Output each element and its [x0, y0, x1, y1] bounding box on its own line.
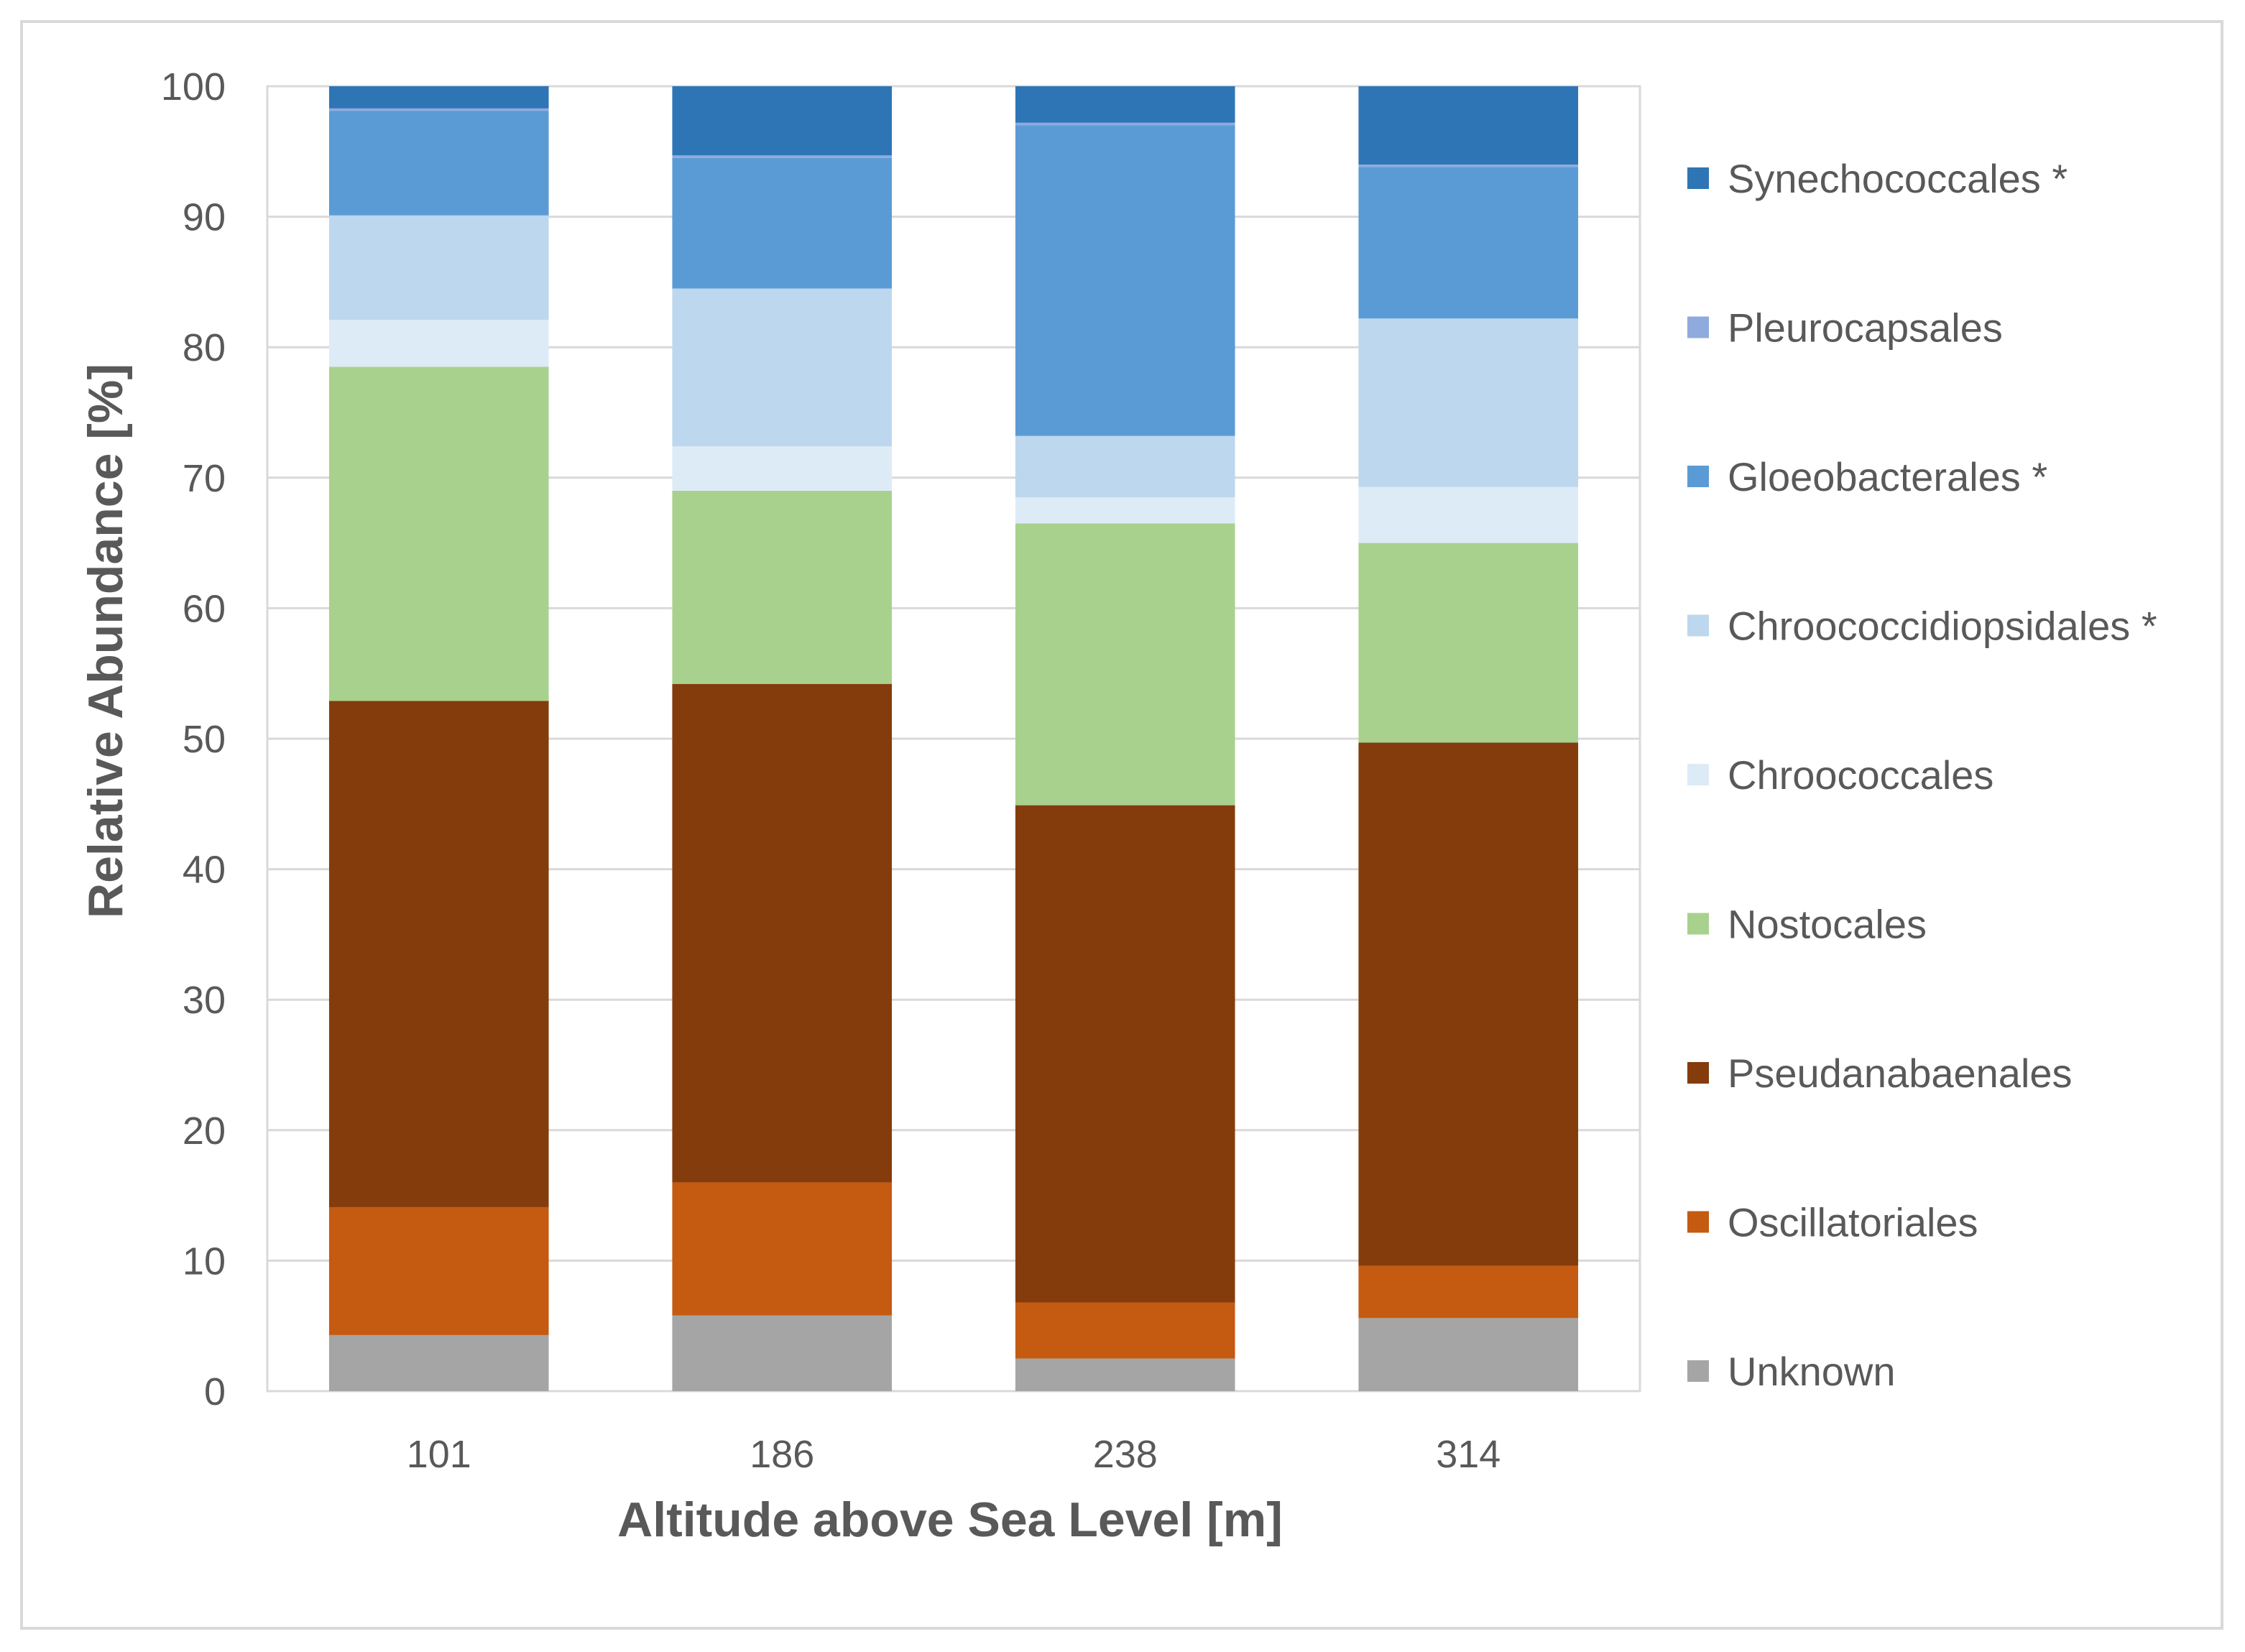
- legend-swatch: [1687, 466, 1709, 487]
- bar-segment-gloeobacterales-238: [1015, 125, 1235, 436]
- bar-segment-oscillatoriales-186: [672, 1182, 893, 1316]
- bar-segment-chroococcidiopsidales-238: [1015, 435, 1235, 498]
- bar-stack-238: [1015, 86, 1235, 1391]
- legend-swatch: [1687, 1062, 1709, 1084]
- legend-swatch: [1687, 764, 1709, 785]
- x-axis-ticks: 101 186 238 314: [407, 1433, 1501, 1476]
- bar-segment-unknown-186: [672, 1315, 893, 1391]
- bar-segment-synechococcales-186: [672, 86, 893, 156]
- bar-segment-unknown-314: [1358, 1318, 1579, 1391]
- legend-swatch: [1687, 1360, 1709, 1382]
- legend-item: Pseudanabaenales: [1687, 1051, 2073, 1096]
- legend-item: Gloeobacterales *: [1687, 454, 2047, 499]
- bar-stack-101: [328, 86, 549, 1391]
- bar-segment-oscillatoriales-238: [1015, 1302, 1235, 1359]
- x-tick-label: 314: [1436, 1433, 1500, 1476]
- bars: [328, 86, 1579, 1391]
- bar-segment-chroococcales-101: [328, 320, 549, 367]
- legend-item: Chroococcidiopsidales *: [1687, 604, 2157, 649]
- legend-label: Pseudanabaenales: [1728, 1051, 2073, 1096]
- bar-segment-synechococcales-238: [1015, 86, 1235, 123]
- legend-swatch: [1687, 316, 1709, 338]
- bar-segment-chroococcidiopsidales-314: [1358, 318, 1579, 487]
- y-tick-label: 10: [183, 1240, 226, 1283]
- plot-area-border: [266, 85, 1641, 1393]
- legend-swatch: [1687, 167, 1709, 189]
- legend-label: Nostocales: [1728, 902, 1927, 947]
- legend-swatch: [1687, 1211, 1709, 1233]
- bar-segment-chroococcidiopsidales-186: [672, 288, 893, 447]
- bar-stack-186: [672, 86, 893, 1391]
- bar-segment-pleurocapsales-314: [1358, 164, 1579, 167]
- legend-swatch: [1687, 913, 1709, 935]
- x-axis-title: Altitude above Sea Level [m]: [617, 1492, 1283, 1547]
- bar-segment-oscillatoriales-101: [328, 1206, 549, 1335]
- bar-segment-gloeobacterales-186: [672, 157, 893, 289]
- x-tick-label: 101: [407, 1433, 471, 1476]
- bar-segment-nostocales-314: [1358, 543, 1579, 743]
- chart-frame: 0 10 20 30 40 50 60 70 80 90 100 101 186 238 314 Rela…: [20, 20, 2223, 1630]
- x-tick-label: 238: [1093, 1433, 1158, 1476]
- y-tick-label: 70: [183, 457, 226, 500]
- bar-segment-pseudanabaenales-314: [1358, 742, 1579, 1266]
- legend-item: Chroococcales: [1687, 752, 1993, 798]
- bar-segment-nostocales-238: [1015, 523, 1235, 806]
- y-tick-label: 100: [161, 65, 226, 109]
- bar-segment-unknown-238: [1015, 1358, 1235, 1391]
- bar-segment-oscillatoriales-314: [1358, 1265, 1579, 1319]
- y-tick-label: 20: [183, 1109, 226, 1153]
- bar-segment-nostocales-101: [328, 366, 549, 701]
- y-tick-label: 50: [183, 718, 226, 761]
- bar-segment-chroococcales-314: [1358, 486, 1579, 543]
- legend-item: Unknown: [1687, 1349, 1895, 1394]
- legend-label: Chroococcales: [1728, 752, 1993, 798]
- bar-segment-pseudanabaenales-238: [1015, 805, 1235, 1303]
- legend-label: Synechococcales *: [1728, 156, 2067, 201]
- x-tick-label: 186: [750, 1433, 814, 1476]
- legend-label: Chroococcidiopsidales *: [1728, 604, 2157, 649]
- legend-item: Pleurocapsales: [1687, 305, 2003, 351]
- bar-segment-gloeobacterales-314: [1358, 167, 1579, 319]
- stacked-bar-chart: 0 10 20 30 40 50 60 70 80 90 100 101 186 238 314 Rela…: [78, 65, 2157, 1547]
- legend-item: Nostocales: [1687, 902, 1927, 947]
- bar-segment-pleurocapsales-238: [1015, 122, 1235, 126]
- y-tick-label: 30: [183, 979, 226, 1022]
- bar-segment-chroococcales-186: [672, 446, 893, 491]
- y-axis-title: Relative Abundance [%]: [78, 364, 133, 918]
- bar-stack-314: [1358, 86, 1579, 1391]
- bar-segment-nostocales-186: [672, 490, 893, 684]
- legend-swatch: [1687, 614, 1709, 637]
- bar-segment-pseudanabaenales-186: [672, 683, 893, 1183]
- y-tick-label: 80: [183, 326, 226, 369]
- y-tick-label: 60: [183, 587, 226, 630]
- bar-segment-pleurocapsales-186: [672, 155, 893, 158]
- bar-segment-chroococcales-238: [1015, 497, 1235, 524]
- bar-segment-gloeobacterales-101: [328, 111, 549, 216]
- legend: Synechococcales * Pleurocapsales Gloeobact…: [1687, 156, 2157, 1394]
- bar-segment-unknown-101: [328, 1334, 549, 1391]
- legend-label: Gloeobacterales *: [1728, 454, 2047, 499]
- legend-label: Pleurocapsales: [1728, 305, 2003, 351]
- bar-segment-synechococcales-101: [328, 86, 549, 109]
- legend-item: Oscillatoriales: [1687, 1200, 1978, 1245]
- bar-segment-chroococcidiopsidales-101: [328, 215, 549, 320]
- bar-segment-pseudanabaenales-101: [328, 701, 549, 1207]
- y-tick-label: 90: [183, 196, 226, 239]
- legend-label: Unknown: [1728, 1349, 1895, 1394]
- legend-item: Synechococcales *: [1687, 156, 2067, 201]
- bar-segment-pleurocapsales-101: [328, 108, 549, 111]
- y-tick-label: 0: [204, 1370, 226, 1413]
- legend-label: Oscillatoriales: [1728, 1200, 1978, 1245]
- y-axis-ticks: 0 10 20 30 40 50 60 70 80 90 100: [161, 65, 226, 1413]
- bar-segment-synechococcales-314: [1358, 86, 1579, 165]
- y-tick-label: 40: [183, 849, 226, 892]
